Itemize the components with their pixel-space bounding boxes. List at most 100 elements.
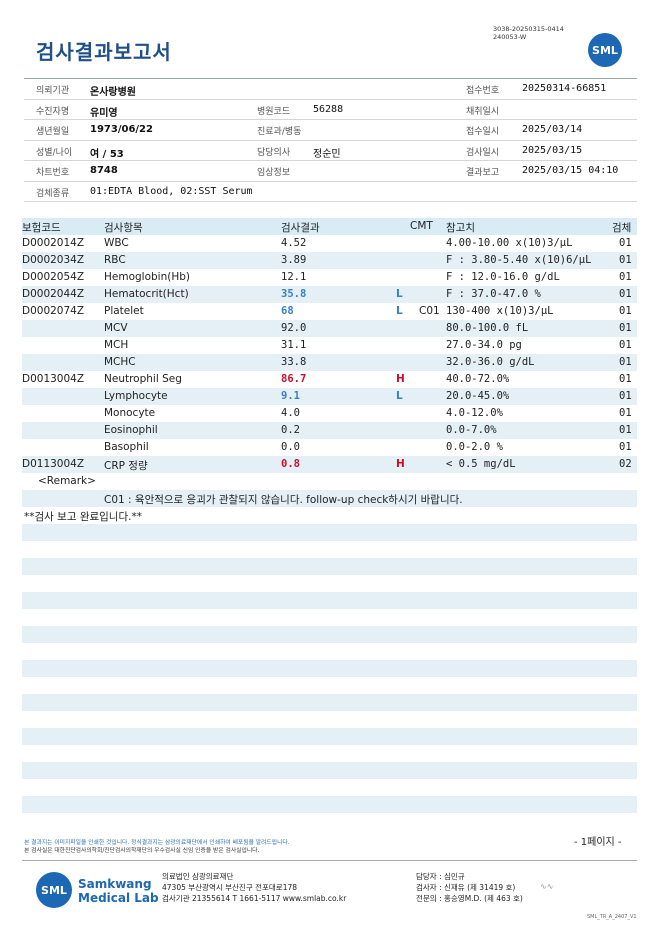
empty-row xyxy=(22,592,637,609)
hospital-code-value: 56288 xyxy=(313,103,344,115)
empty-row xyxy=(22,711,637,728)
test-item: Hemoglobin(Hb) xyxy=(104,271,191,283)
reference-range: 4.0-12.0% xyxy=(446,407,503,419)
header-spec: 검체 xyxy=(612,222,632,234)
remark-text: C01 : 육안적으로 응괴가 관찰되지 않습니다. follow-up che… xyxy=(104,494,463,506)
test-item: Eosinophil xyxy=(104,424,158,436)
address-line: 의료법인 삼광의료재단 xyxy=(162,872,234,881)
sml-logo-icon: SML xyxy=(588,33,622,67)
test-result: 31.1 xyxy=(281,339,307,351)
staff-line: 담당자 : 심민규 xyxy=(416,872,465,881)
institution-label: 의뢰기관 xyxy=(36,86,70,96)
empty-row xyxy=(22,541,637,558)
specimen-code: 02 xyxy=(619,458,632,470)
test-date-label: 검사일시 xyxy=(466,147,500,158)
results-table: 보험코드 검사항목 검사결과 CMT 참고치 검체 D0002014Z WBC 4.… xyxy=(22,218,637,830)
test-item: Neutrophil Seg xyxy=(104,373,182,385)
sex-age-label: 성별/나이 xyxy=(36,147,73,158)
footer-note: 본 결과지는 이미지파일을 인쇄한 것입니다. 정식결과지는 삼광의료재단에서 … xyxy=(24,840,290,846)
insurance-code: D0013004Z xyxy=(22,373,85,385)
table-row: MCHC 33.8 32.0-36.0 g/dL 01 xyxy=(22,354,637,371)
hospital-code-label: 병원코드 xyxy=(257,106,291,117)
sml-logo-icon: SML xyxy=(36,872,72,908)
document-code-line: 3038-20250315-0414 xyxy=(493,25,564,33)
info-row: 차트번호 8748 임상정보 결과보고 2025/03/15 04:10 xyxy=(24,161,637,182)
staff-line: 전문의 : 홍승영M.D. (제 463 호) xyxy=(416,894,523,903)
test-item: Monocyte xyxy=(104,407,156,419)
receipt-no-value: 20250314-66851 xyxy=(522,83,607,94)
page-title: 검사결과보고서 xyxy=(36,40,172,64)
test-result: 3.89 xyxy=(281,254,307,266)
specimen-value: 01:EDTA Blood, 02:SST Serum xyxy=(90,185,253,197)
empty-row xyxy=(22,779,637,796)
address-line: 47305 부산광역시 부산진구 전포대로178 xyxy=(162,883,298,892)
form-code: SML_TR_A_2407_V1 xyxy=(587,914,637,920)
empty-row xyxy=(22,728,637,745)
receipt-date-value: 2025/03/14 xyxy=(522,124,583,135)
test-result: 33.8 xyxy=(281,356,307,368)
empty-row xyxy=(22,660,637,677)
empty-row xyxy=(22,643,637,660)
empty-row xyxy=(22,796,637,813)
test-result: 9.1 xyxy=(281,390,300,402)
table-row: D0113004Z CRP 정량 0.8 H < 0.5 mg/dL 02 xyxy=(22,456,637,473)
header-code: 보험코드 xyxy=(22,222,61,234)
specimen-code: 01 xyxy=(619,356,632,368)
lab-name: Samkwang Medical Lab xyxy=(78,877,159,905)
empty-row xyxy=(22,762,637,779)
dob-value: 1973/06/22 xyxy=(90,124,153,135)
clinical-label: 임상정보 xyxy=(257,168,291,178)
document-code: 3038-20250315-0414 240053-W xyxy=(493,25,564,41)
table-row: D0002074Z Platelet 68 L C01 130-400 x(10)3/μL… xyxy=(22,303,637,320)
specimen-code: 01 xyxy=(619,237,632,249)
empty-row xyxy=(22,575,637,592)
reference-range: 0.0-2.0 % xyxy=(446,441,503,453)
result-flag: L xyxy=(396,288,403,300)
result-flag: L xyxy=(396,390,403,402)
receipt-no-label: 접수번호 xyxy=(466,86,500,96)
footer-note: 본 검사실은 대한진단검사의학회/진단검사의학재단의 우수검사실 신임 인증을 … xyxy=(24,847,260,854)
table-row: D0002054Z Hemoglobin(Hb) 12.1 F : 12.0-16.0… xyxy=(22,269,637,286)
patient-info-table: 의뢰기관 온사랑병원 접수번호 20250314-66851 수진자명 유미영 … xyxy=(24,78,637,202)
remark-label: <Remark> xyxy=(38,475,96,487)
table-row: D0013004Z Neutrophil Seg 86.7 H 40.0-72.0% 01 xyxy=(22,371,637,388)
specimen-code: 01 xyxy=(619,407,632,419)
remark-row: C01 : 육안적으로 응괴가 관찰되지 않습니다. follow-up che… xyxy=(22,490,637,507)
dob-label: 생년월일 xyxy=(36,127,70,137)
info-row: 수진자명 유미영 병원코드 56288 채취일시 xyxy=(24,100,637,120)
empty-row xyxy=(22,813,637,830)
footer-divider xyxy=(22,860,637,861)
reference-range: 27.0-34.0 pg xyxy=(446,339,522,351)
patient-value: 유미영 xyxy=(90,107,118,119)
test-result: 86.7 xyxy=(281,373,307,385)
insurance-code: D0002054Z xyxy=(22,271,85,283)
test-result: 0.0 xyxy=(281,441,300,453)
table-row: D0002044Z Hematocrit(Hct) 35.8 L F : 37.0-47… xyxy=(22,286,637,303)
specimen-code: 01 xyxy=(619,424,632,436)
lab-name-line: Medical Lab xyxy=(78,891,159,905)
test-item: MCV xyxy=(104,322,128,334)
result-flag: L xyxy=(396,305,403,317)
completion-row: **검사 보고 완료입니다.** xyxy=(22,507,637,524)
reference-range: 130-400 x(10)3/μL xyxy=(446,305,554,317)
test-result: 68 xyxy=(281,305,294,317)
test-item: Lymphocyte xyxy=(104,390,168,402)
empty-row xyxy=(22,626,637,643)
lab-name-line: Samkwang xyxy=(78,877,152,891)
test-item: CRP 정량 xyxy=(104,460,148,472)
specimen-code: 01 xyxy=(619,373,632,385)
insurance-code: D0113004Z xyxy=(22,458,85,470)
table-row: MCH 31.1 27.0-34.0 pg 01 xyxy=(22,337,637,354)
dept-label: 진료과/병동 xyxy=(257,127,302,137)
test-result: 4.52 xyxy=(281,237,307,249)
specimen-label: 검체종류 xyxy=(36,188,70,199)
empty-row xyxy=(22,677,637,694)
specimen-code: 01 xyxy=(619,305,632,317)
sex-age-value: 여 / 53 xyxy=(90,148,124,160)
specimen-code: 01 xyxy=(619,441,632,453)
reference-range: F : 12.0-16.0 g/dL xyxy=(446,271,560,283)
specimen-code: 01 xyxy=(619,288,632,300)
info-row: 생년월일 1973/06/22 진료과/병동 접수일시 2025/03/14 xyxy=(24,120,637,141)
result-flag: H xyxy=(396,373,405,385)
table-row: Monocyte 4.0 4.0-12.0% 01 xyxy=(22,405,637,422)
